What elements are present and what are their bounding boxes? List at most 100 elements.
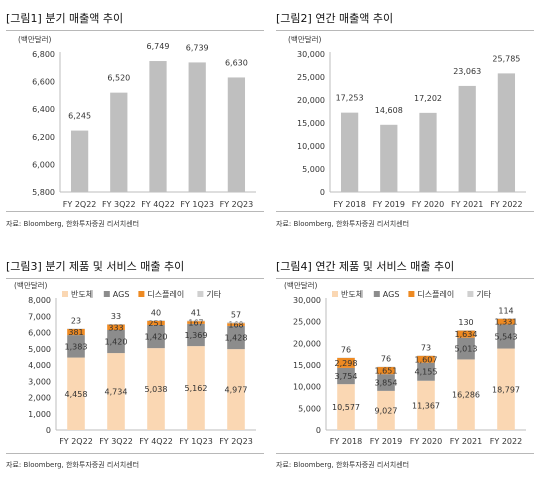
- data-label: 1,369: [185, 331, 208, 340]
- bar-segment: [457, 330, 475, 331]
- y-tick-label: 20,000: [293, 339, 321, 348]
- x-tick-label: FY 1Q23: [180, 200, 214, 209]
- legend-label: 반도체: [71, 289, 93, 299]
- x-tick-label: FY 2019: [373, 200, 405, 209]
- unit-label: (백만달러): [284, 280, 318, 290]
- bar-segment: [497, 318, 515, 325]
- y-tick-label: 30,000: [297, 50, 325, 59]
- chart-panel-3: [그림3] 분기 제품 및 서비스 매출 추이 (백만달러) 0 1,000 2,00…: [6, 254, 264, 476]
- data-label: 6,749: [147, 42, 170, 51]
- y-tick-label: 15,000: [293, 361, 321, 370]
- data-label: 41: [191, 308, 201, 317]
- bar-segment: [227, 322, 245, 324]
- y-tick-label: 5,000: [298, 404, 321, 413]
- chart-panel-1: [그림1] 분기 매출액 추이 (백만달러) 5,800 6,000 6,200 6,4…: [6, 6, 264, 232]
- bar-segment: [107, 353, 125, 430]
- legend-swatch: [408, 291, 415, 297]
- title-divider: [276, 278, 534, 279]
- bar: [340, 112, 359, 192]
- data-label: 4,734: [105, 388, 128, 397]
- bar-segment: [337, 357, 355, 368]
- y-tick-label: 0: [46, 426, 51, 435]
- bar: [227, 77, 246, 192]
- y-tick-label: 15,000: [297, 119, 325, 128]
- bar-segment: [67, 357, 85, 430]
- data-label: 57: [231, 310, 241, 319]
- bar-segment: [337, 367, 355, 385]
- chart-title: [그림3] 분기 제품 및 서비스 매출 추이: [6, 260, 185, 273]
- source-divider: [6, 453, 264, 454]
- y-tick-label: 10,000: [293, 383, 321, 392]
- bar-segment: [227, 323, 245, 326]
- bar: [380, 124, 398, 192]
- unit-label: (백만달러): [18, 34, 52, 44]
- y-tick-label: 5,000: [28, 345, 51, 354]
- x-tick-label: FY 3Q22: [102, 200, 136, 209]
- bar-segment: [187, 346, 205, 430]
- chart-panel-4: [그림4] 연간 제품 및 서비스 매출 추이 (백만달러) 0 5,000 10,0…: [276, 254, 534, 476]
- data-label: 3,754: [335, 372, 358, 381]
- bar: [110, 92, 128, 192]
- data-label: 2,298: [335, 359, 358, 368]
- legend-label: 반도체: [341, 289, 363, 299]
- data-label: 4,458: [65, 390, 88, 399]
- bar-segment: [107, 329, 125, 354]
- data-label: 4,977: [225, 386, 248, 395]
- data-label: 11,367: [412, 401, 440, 410]
- data-label: 9,027: [375, 406, 398, 415]
- x-tick-label: FY 2022: [490, 200, 522, 209]
- source-note: 자료: Bloomberg, 한화투자증권 리서치센터: [6, 461, 140, 469]
- data-label: 1,420: [105, 338, 128, 347]
- annual-revenue-chart: (백만달러) 0 5,000 10,000 15,000 20,000 25,000 30,0…: [288, 34, 526, 209]
- data-label: 76: [381, 355, 391, 364]
- bar-segment: [377, 367, 395, 375]
- bar: [419, 112, 437, 192]
- data-label: 23,063: [453, 67, 481, 76]
- source-divider: [6, 211, 264, 212]
- data-label: 14,608: [375, 106, 403, 115]
- x-tick-label: FY 3Q22: [99, 437, 133, 446]
- bar-segment: [147, 325, 165, 349]
- data-label: 17,253: [336, 94, 364, 103]
- y-tick-label: 6,200: [32, 133, 55, 142]
- data-label: 5,543: [495, 333, 518, 342]
- bar-segment: [417, 355, 435, 363]
- data-label: 76: [341, 346, 351, 355]
- data-label: 1,428: [225, 334, 248, 343]
- x-tick-label: FY 4Q22: [141, 200, 175, 209]
- bar-segment: [187, 323, 205, 347]
- chart-title: [그림4] 연간 제품 및 서비스 매출 추이: [276, 260, 455, 273]
- bar-segment: [107, 324, 125, 325]
- y-tick-label: 25,000: [297, 73, 325, 82]
- x-tick-label: FY 2019: [370, 437, 402, 446]
- bar-segment: [457, 330, 475, 338]
- legend-swatch: [373, 291, 380, 297]
- data-label: 23: [71, 317, 81, 326]
- y-tick-label: 8,000: [28, 296, 51, 305]
- bar-segment: [187, 320, 205, 322]
- legend-label: AGS: [383, 290, 400, 299]
- y-tick-label: 6,600: [32, 78, 55, 87]
- x-tick-label: FY 2Q23: [220, 200, 254, 209]
- data-label: 1,383: [65, 342, 88, 351]
- bar-segment: [377, 374, 395, 391]
- data-label: 4,155: [415, 368, 438, 377]
- bar-segment: [497, 324, 515, 349]
- bar-segment: [67, 328, 85, 336]
- legend-swatch: [138, 291, 145, 297]
- bar: [70, 130, 89, 192]
- x-tick-label: FY 2020: [410, 437, 442, 446]
- legend-swatch: [332, 291, 338, 297]
- data-label: 10,577: [332, 403, 360, 412]
- unit-label: (백만달러): [14, 280, 48, 290]
- bar-segment: [497, 348, 515, 430]
- chart-title: [그림1] 분기 매출액 추이: [6, 12, 124, 25]
- bar-segment: [417, 362, 435, 381]
- data-label: 1,634: [455, 330, 478, 339]
- data-label: 167: [188, 319, 203, 328]
- title-divider: [6, 278, 264, 279]
- title-divider: [6, 30, 264, 31]
- data-label: 18,797: [492, 385, 520, 394]
- y-tick-label: 10,000: [297, 142, 325, 151]
- legend-swatch: [467, 291, 474, 297]
